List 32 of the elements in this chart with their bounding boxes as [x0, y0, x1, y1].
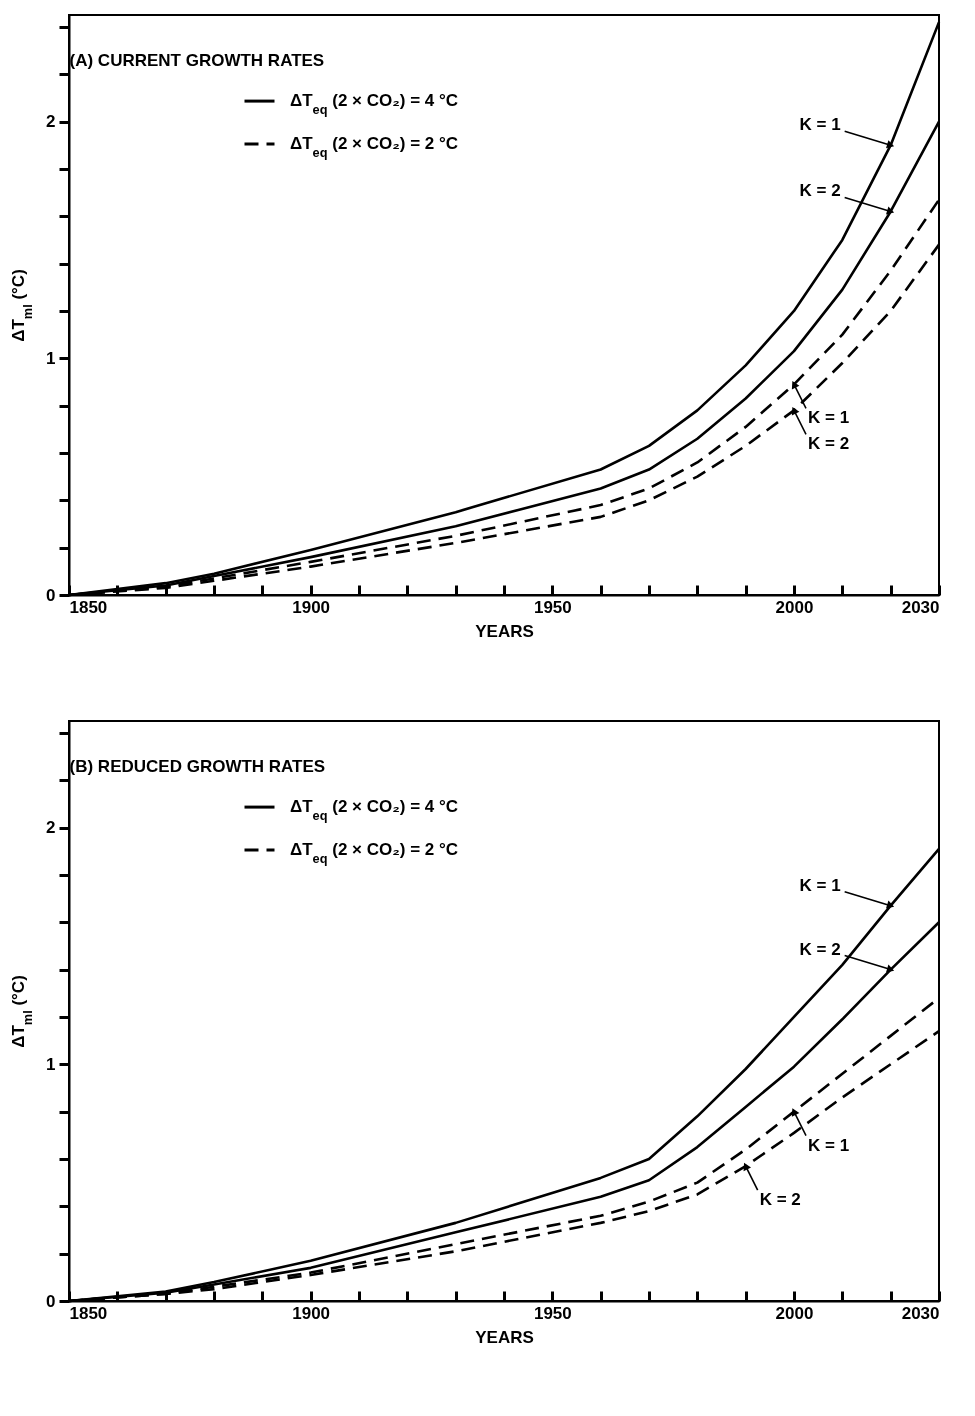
x-tick-label: 1850	[69, 597, 108, 617]
annotation: K = 1	[808, 408, 850, 428]
x-tick-label: 1850	[69, 1303, 108, 1323]
legend-label: ΔT$_{eq}$ (2 × CO₂) = 4 °C	[290, 797, 459, 823]
legend-label: ΔT$_{eq}$ (2 × CO₂) = 4 °C	[290, 91, 459, 117]
text: (A) CURRENT GROWTH RATES	[69, 51, 325, 70]
legend-label: ΔT$_{eq}$ (2 × CO₂) = 2 °C	[290, 840, 459, 866]
y-tick-label: 2	[46, 112, 56, 132]
y-tick-label: 0	[46, 1291, 56, 1311]
x-tick-label: 1900	[292, 597, 331, 617]
x-axis-title: YEARS	[475, 1327, 534, 1347]
x-tick-label: 2030	[901, 1303, 940, 1323]
annotation: K = 1	[799, 875, 841, 895]
annotation: K = 2	[799, 939, 841, 959]
y-tick-label: 1	[46, 348, 56, 368]
annotation: K = 2	[759, 1190, 801, 1210]
x-tick-label: 1950	[533, 1303, 572, 1323]
x-tick-label: 2000	[775, 1303, 814, 1323]
x-tick-label: 2000	[775, 597, 814, 617]
legend-label: ΔT$_{eq}$ (2 × CO₂) = 2 °C	[290, 134, 459, 160]
y-tick-label: 1	[46, 1054, 56, 1074]
annotation: K = 1	[808, 1135, 850, 1155]
x-tick-label: 1950	[533, 597, 572, 617]
annotation: K = 2	[799, 181, 841, 201]
x-tick-label: 1900	[292, 1303, 331, 1323]
y-tick-label: 2	[46, 818, 56, 838]
y-tick-label: 0	[46, 585, 56, 605]
text: (B) REDUCED GROWTH RATES	[69, 757, 326, 776]
annotation: K = 1	[799, 115, 841, 135]
x-tick-label: 2030	[901, 597, 940, 617]
x-axis-title: YEARS	[475, 621, 534, 641]
annotation: K = 2	[808, 434, 850, 454]
